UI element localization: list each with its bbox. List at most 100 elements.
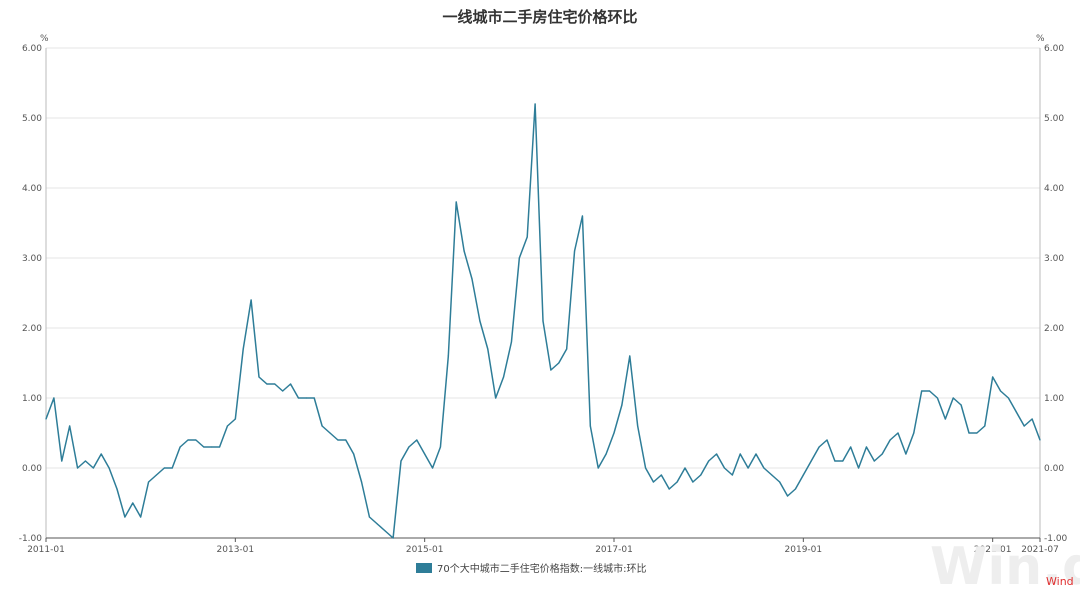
data-point (518, 257, 520, 259)
data-point (84, 460, 87, 462)
data-point (708, 460, 710, 462)
data-point (424, 453, 426, 455)
data-point (976, 432, 978, 434)
data-point (140, 516, 142, 518)
data-point (211, 446, 213, 448)
data-point (345, 439, 347, 441)
y-tick-label-left: 0.00 (22, 464, 42, 474)
x-tick-label: 2017-01 (595, 545, 633, 555)
data-point (992, 376, 994, 378)
data-point (763, 467, 765, 469)
x-tick-label: 2011-01 (27, 545, 65, 555)
data-point (794, 488, 797, 490)
data-point (834, 460, 836, 462)
y-tick-label-left: 5.00 (22, 114, 42, 124)
data-point (960, 404, 962, 406)
data-point (865, 446, 868, 448)
data-point (921, 390, 923, 392)
data-point (550, 369, 552, 371)
data-point (463, 250, 465, 252)
data-point (723, 467, 726, 469)
data-point (755, 453, 757, 455)
data-point (360, 481, 363, 483)
data-point (984, 425, 986, 427)
data-point (999, 390, 1002, 392)
data-point (61, 460, 63, 462)
data-point (282, 390, 284, 392)
data-point (431, 467, 434, 469)
data-point (644, 467, 647, 469)
x-tick-label: 2015-01 (406, 545, 444, 555)
data-point (589, 425, 591, 427)
axes (45, 48, 1041, 542)
data-point (786, 495, 789, 497)
data-point (163, 467, 165, 469)
y-tick-label-right: 2.00 (1044, 324, 1064, 334)
data-point (171, 467, 173, 469)
y-tick-label-right: 5.00 (1044, 114, 1064, 124)
data-point (771, 474, 773, 476)
grid-lines (46, 47, 1040, 469)
data-point (629, 355, 631, 357)
data-point (810, 460, 812, 462)
data-point (818, 446, 820, 448)
series-layer (45, 103, 1041, 539)
data-point (684, 467, 686, 469)
legend[interactable]: 70个大中城市二手住宅价格指数:一线城市:环比 (416, 562, 646, 575)
data-point (108, 467, 110, 469)
data-point (274, 383, 276, 385)
data-point (573, 250, 576, 252)
y-tick-label-right: 6.00 (1044, 44, 1064, 54)
data-point (566, 348, 568, 350)
data-point (392, 537, 394, 539)
data-point (952, 397, 954, 399)
data-point (116, 488, 118, 490)
data-point (455, 201, 457, 203)
data-point (526, 236, 528, 238)
data-point (439, 446, 442, 448)
data-point (1023, 425, 1025, 427)
data-point (621, 404, 623, 406)
data-point (218, 446, 221, 448)
data-point (605, 453, 607, 455)
data-point (928, 390, 931, 392)
y-tick-label-left: -1.00 (19, 534, 43, 544)
data-point (542, 320, 544, 322)
y-tick-label-left: 6.00 (22, 44, 42, 54)
data-point (613, 432, 615, 434)
data-point (502, 376, 505, 378)
data-point (857, 467, 860, 469)
watermark-brand: Wind (1046, 575, 1074, 588)
data-point (313, 397, 315, 399)
x-tick-label: 2021-01 (974, 545, 1012, 555)
data-point (92, 467, 94, 469)
data-point (479, 320, 481, 322)
data-point (471, 278, 473, 280)
x-tick-label: 2019-01 (785, 545, 823, 555)
data-point (203, 446, 205, 448)
data-point (124, 516, 126, 518)
y-tick-label-right: 0.00 (1044, 464, 1064, 474)
data-point (881, 453, 883, 455)
data-point (944, 418, 946, 420)
data-point (242, 348, 244, 350)
left-axis-unit: % (40, 34, 49, 44)
data-point (968, 432, 970, 434)
data-point (250, 299, 252, 301)
data-point (100, 453, 102, 455)
data-point (1039, 439, 1041, 441)
data-point (408, 446, 410, 448)
data-point (187, 439, 189, 441)
data-point (668, 488, 670, 490)
watermark-logo: Win.d (930, 537, 1080, 592)
data-point (936, 397, 939, 399)
data-point (873, 460, 875, 462)
legend-swatch (416, 563, 432, 573)
data-point (692, 481, 694, 483)
data-point (76, 467, 79, 469)
data-point (747, 467, 749, 469)
data-point (534, 103, 536, 105)
data-point (266, 383, 268, 385)
y-tick-label-right: 3.00 (1044, 254, 1064, 264)
